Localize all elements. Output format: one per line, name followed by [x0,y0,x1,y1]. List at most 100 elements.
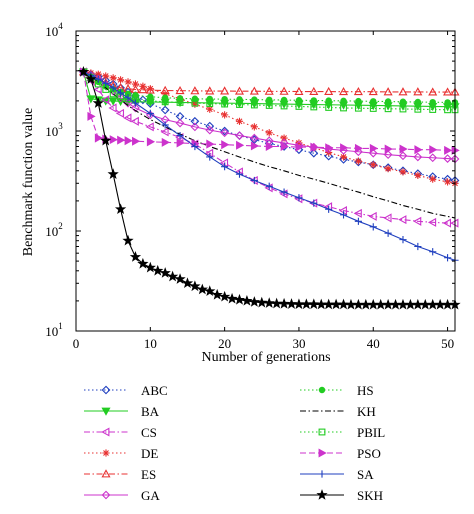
data-point-es [368,86,378,96]
data-point-cs [398,215,407,225]
data-point-es [234,86,245,95]
data-point-skh [226,292,238,304]
data-point-cs [130,116,139,126]
data-point-ga [413,152,423,162]
data-point-pso [325,143,334,153]
data-point-es [309,86,319,95]
data-point-skh [181,277,194,289]
data-point-hs [370,98,377,105]
data-point-sa [280,188,288,196]
data-point-pso [206,139,215,149]
data-point-pso [236,140,245,150]
y-tick-label: 102 [45,221,63,239]
legend-marker-pbil [318,428,326,436]
data-point-ga [205,125,215,135]
data-point-cs [368,211,377,221]
data-point-sa [206,153,214,161]
data-point-de [94,70,102,78]
data-point-skh [308,298,320,310]
data-point-de [102,72,110,80]
data-point-sa [131,99,140,107]
legend-label-kh: KH [357,404,376,419]
data-point-sa [235,170,244,178]
data-point-skh [152,264,164,276]
data-point-sa [94,75,102,83]
data-point-skh [300,298,312,310]
legend-item-hs: HS [300,383,374,398]
data-point-es [205,86,215,95]
data-point-hs [251,96,258,103]
x-tick-label: 0 [73,336,80,351]
data-point-de [369,161,377,169]
data-point-de [250,123,258,131]
data-point-de [206,105,214,113]
data-point-skh [330,298,342,310]
data-point-skh [397,298,409,310]
data-point-pbil [414,105,422,113]
data-point-ga [220,128,230,138]
legend-item-ba: BA [84,404,160,419]
data-point-ba [108,97,118,106]
legend-item-pso: PSO [300,446,381,461]
legend-marker-ba [101,407,111,416]
data-point-pbil [236,101,243,108]
data-point-pbil [191,99,199,107]
data-point-pso [176,138,185,148]
data-point-sa [102,79,110,87]
data-point-skh [345,298,357,310]
series-line-sa [83,71,456,261]
data-point-sa [339,211,348,219]
data-point-cs [115,108,125,118]
data-point-pso [369,143,378,153]
data-point-hs [414,98,422,106]
legend-label-ba: BA [141,404,160,419]
data-point-de [265,129,273,137]
data-point-pbil [265,102,273,109]
data-point-skh [100,134,112,146]
data-point-abc [309,148,319,158]
data-point-skh [323,298,335,310]
data-point-hs [147,93,154,101]
data-point-sa [146,109,154,117]
series-line-pso [82,71,455,151]
data-point-skh [159,267,171,278]
data-point-cs [100,95,110,105]
data-point-pso [280,141,289,152]
data-point-es [145,85,155,94]
data-point-skh [107,168,119,179]
legend-item-sa: SA [300,467,374,482]
data-point-es [138,85,148,94]
data-point-sa [176,131,184,140]
data-point-ga [383,150,393,160]
data-point-pso [87,111,96,121]
x-tick-label: 30 [292,336,305,351]
data-point-pbil [399,105,407,113]
data-point-sa [295,194,303,202]
data-point-de [131,80,140,88]
y-tick-label: 103 [45,121,63,139]
axes: 0 10 20 30 40 50 101 102 103 104 [45,21,456,351]
data-point-sa [124,94,132,102]
data-point-skh [412,298,424,310]
data-point-cs [145,122,154,132]
data-point-ga [175,118,185,128]
data-point-pso [354,143,364,153]
data-point-sa [265,182,273,190]
data-point-es [413,87,423,96]
data-point-es [264,86,274,95]
data-point-pbil [250,101,258,109]
data-point-de [429,175,437,183]
data-point-es [398,87,408,96]
data-point-pbil [354,104,362,112]
data-point-es [353,86,363,96]
data-point-pso [265,141,274,152]
data-point-cs [427,217,437,227]
data-point-cs [93,84,102,95]
data-point-hs [399,98,407,106]
data-point-skh [211,288,223,300]
data-point-skh [189,280,201,292]
data-point-skh [263,297,275,308]
data-point-skh [337,298,350,310]
data-point-pso [109,135,118,145]
legend-label-pso: PSO [357,446,381,461]
